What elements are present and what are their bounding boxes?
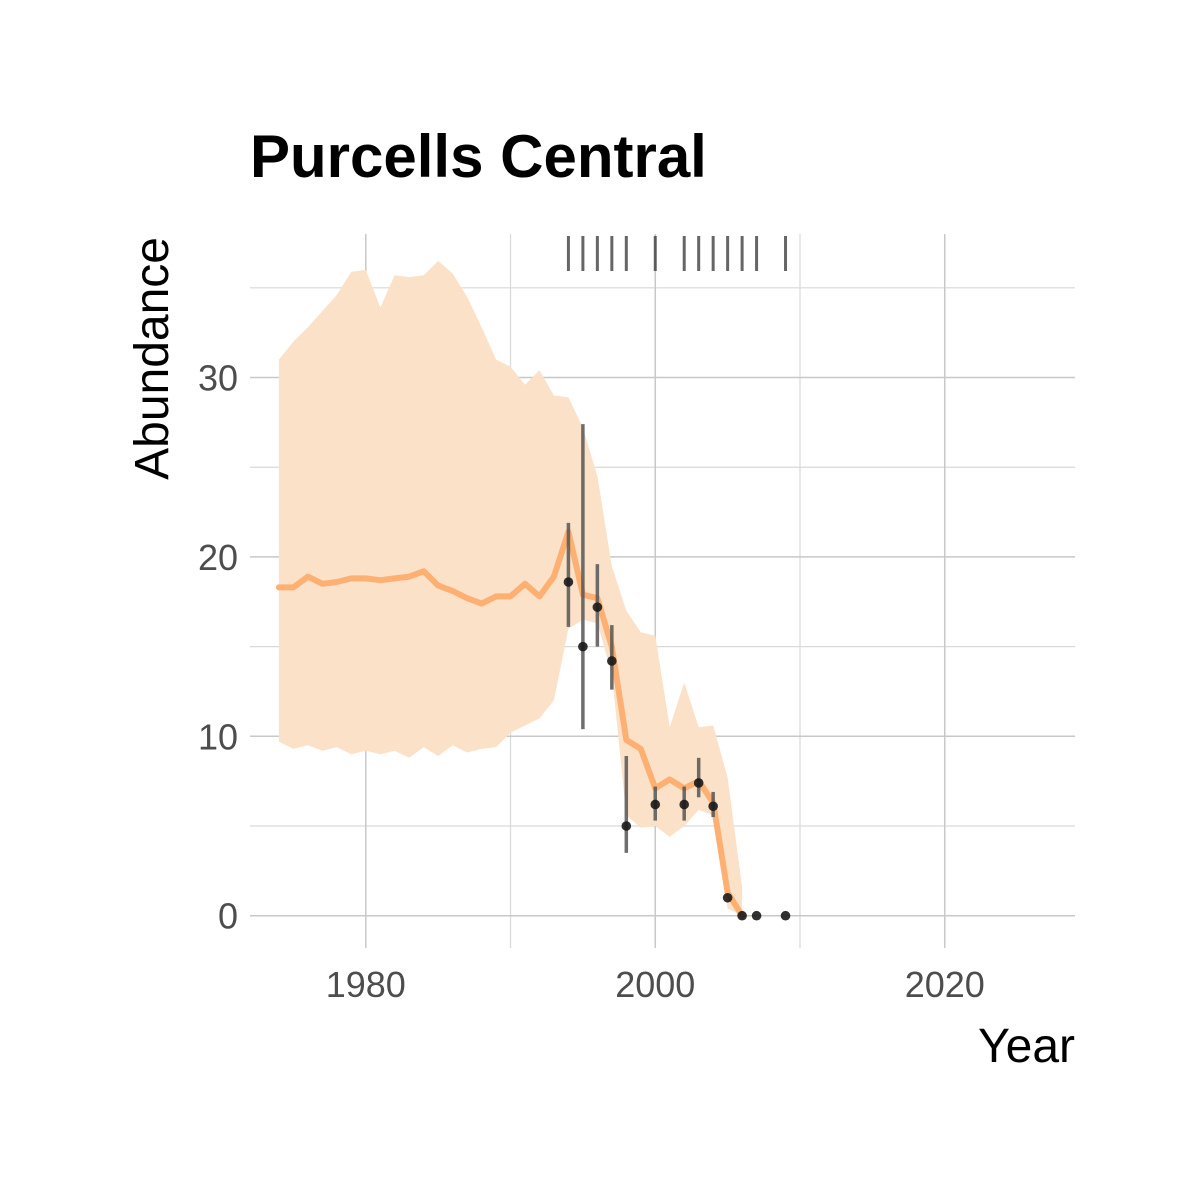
- y-axis-title: Abundance: [126, 237, 179, 480]
- observation-point: [722, 892, 733, 903]
- x-tick-label: 2000: [615, 964, 695, 1005]
- observation-point: [621, 821, 632, 831]
- observation-point: [607, 656, 617, 666]
- estimate-line-layer: [275, 528, 746, 919]
- observation-point: [693, 778, 704, 788]
- observation-point: [650, 799, 661, 810]
- estimate-line: [275, 528, 746, 919]
- x-axis-title: Year: [978, 1020, 1075, 1073]
- observation-point: [751, 910, 762, 921]
- y-tick-label: 0: [218, 896, 238, 937]
- observation-point: [578, 641, 588, 652]
- confidence-ribbon: [278, 260, 743, 916]
- observation-point: [737, 910, 747, 921]
- x-tick-label: 1980: [326, 964, 406, 1005]
- observation-point: [679, 799, 690, 810]
- observations-layer: [563, 424, 791, 921]
- observation-point: [592, 602, 603, 612]
- y-tick-label: 20: [198, 537, 238, 578]
- confidence-ribbon-layer: [278, 260, 743, 916]
- observation-point: [708, 801, 718, 812]
- observation-point: [563, 577, 574, 587]
- y-tick-label: 30: [198, 358, 238, 399]
- survey-rug-layer: [566, 236, 788, 271]
- observation-point: [780, 910, 791, 921]
- y-tick-label: 10: [198, 716, 238, 757]
- tick-labels: 1980 2000 2020 0 10 20 30: [198, 358, 985, 1005]
- x-tick-label: 2020: [905, 964, 985, 1005]
- chart-title: Purcells Central: [250, 123, 707, 190]
